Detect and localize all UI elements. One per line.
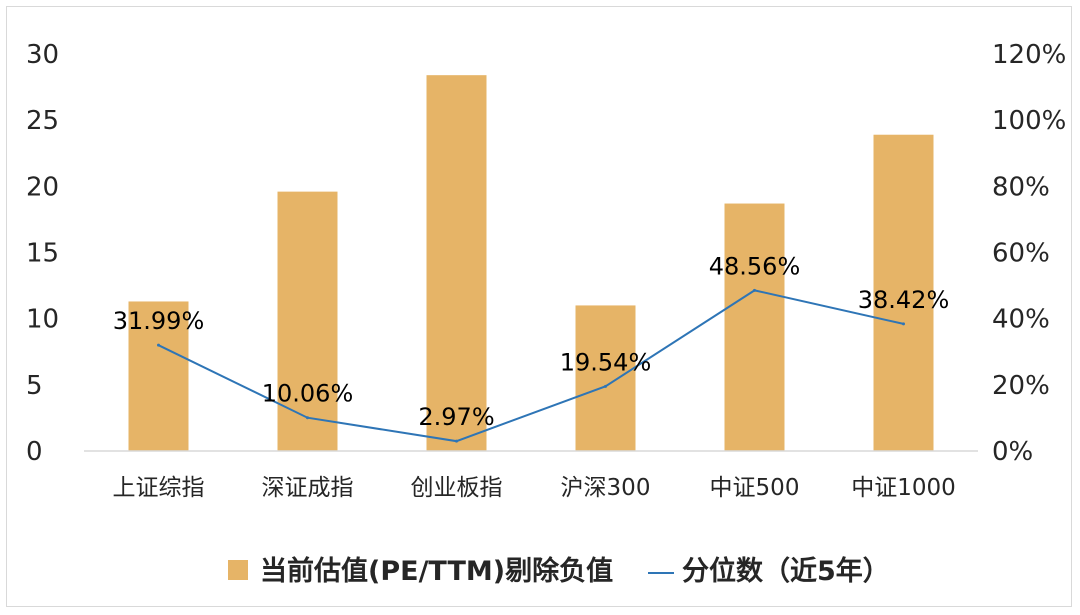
line-point: [902, 322, 905, 326]
line-point: [753, 288, 756, 292]
data-label: 10.06%: [262, 380, 354, 408]
legend-line-label: 分位数（近5年）: [682, 555, 890, 587]
bar: [277, 191, 338, 452]
bar: [575, 305, 636, 451]
left-axis-tick-label: 10: [26, 305, 59, 335]
left-axis-tick-label: 0: [26, 437, 43, 467]
left-axis-tick-label: 25: [26, 106, 59, 136]
right-axis-tick-label: 60%: [992, 239, 1050, 269]
bar-series: [128, 75, 934, 452]
right-axis-tick-label: 40%: [992, 305, 1050, 335]
data-label: 38.42%: [858, 286, 950, 314]
data-label: 2.97%: [418, 403, 494, 431]
legend: 当前估值(PE/TTM)剔除负值 分位数（近5年）: [228, 555, 890, 587]
data-label: 31.99%: [113, 307, 205, 335]
percentile-line: [158, 289, 904, 443]
left-axis-tick-label: 20: [26, 172, 59, 202]
line-point: [455, 439, 458, 443]
line-series: [157, 288, 905, 443]
bar: [873, 134, 934, 451]
right-axis-tick-label: 80%: [992, 172, 1050, 202]
category-label: 沪深300: [561, 475, 651, 501]
left-axis-tick-label: 30: [26, 40, 59, 70]
left-axis-ticks: 0 5 10 15 20 25 30: [26, 40, 59, 467]
category-label: 上证综指: [113, 475, 205, 501]
right-axis-ticks: 0% 20% 40% 60% 80% 100% 120%: [992, 40, 1066, 467]
bar: [128, 301, 189, 451]
category-label: 中证500: [710, 475, 800, 501]
data-label: 19.54%: [560, 348, 652, 376]
left-axis-tick-label: 15: [26, 239, 59, 269]
line-point: [306, 416, 309, 420]
category-label: 中证1000: [851, 475, 956, 501]
legend-bar-swatch: [228, 560, 248, 580]
right-axis-tick-label: 20%: [992, 371, 1050, 401]
line-point: [157, 343, 160, 347]
right-axis-tick-label: 120%: [992, 40, 1066, 70]
bar: [724, 203, 785, 451]
legend-bar-label: 当前估值(PE/TTM)剔除负值: [260, 555, 613, 587]
left-axis-tick-label: 5: [26, 371, 43, 401]
line-point: [604, 384, 607, 388]
category-labels: 上证综指 深证成指 创业板指 沪深300 中证500 中证1000: [113, 475, 956, 501]
right-axis-tick-label: 100%: [992, 106, 1066, 136]
category-label: 创业板指: [411, 475, 503, 501]
bar: [426, 75, 487, 451]
data-labels: 31.99% 10.06% 2.97% 19.54% 48.56% 38.42%: [113, 252, 950, 431]
right-axis-tick-label: 0%: [992, 437, 1033, 467]
category-label: 深证成指: [262, 475, 354, 501]
data-label: 48.56%: [709, 252, 801, 280]
